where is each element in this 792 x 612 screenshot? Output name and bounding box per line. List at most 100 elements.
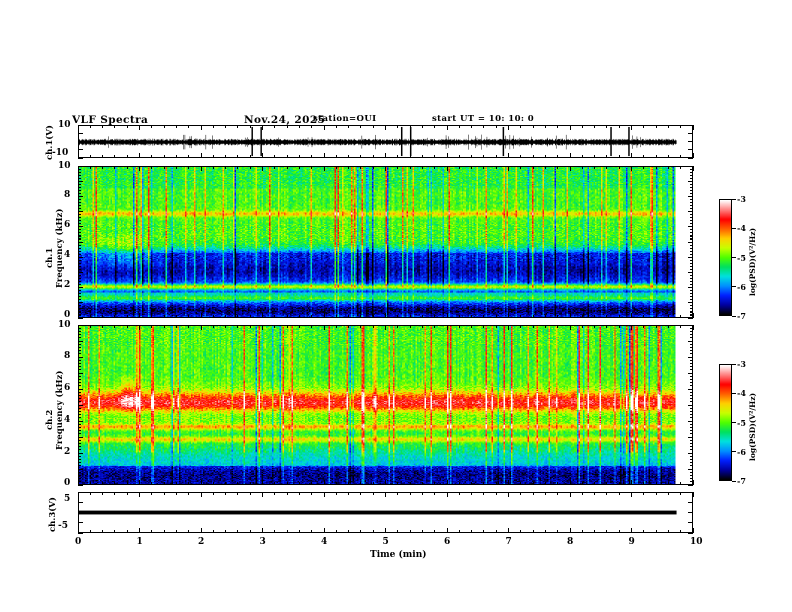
- x-minor-tick: [102, 530, 104, 533]
- x-minor-tick: [618, 155, 620, 158]
- x-minor-tick: [532, 482, 534, 485]
- x-minor-tick: [360, 530, 362, 533]
- y-minor-tick: [78, 198, 81, 201]
- x-minor-tick: [151, 492, 153, 495]
- x-minor-tick: [163, 125, 165, 128]
- y-minor-tick: [78, 346, 81, 348]
- x-minor-tick: [581, 155, 583, 158]
- x-minor-tick: [594, 530, 596, 533]
- y-major-tick: [688, 420, 693, 422]
- x-minor-tick: [126, 125, 128, 128]
- x-major-tick: [692, 528, 694, 533]
- x-minor-tick: [557, 325, 559, 328]
- x-minor-tick: [212, 325, 214, 328]
- x-major-tick: [77, 153, 79, 158]
- y-major-tick: [688, 241, 693, 243]
- x-major-tick: [139, 325, 141, 330]
- x-minor-tick: [114, 492, 116, 495]
- x-major-tick: [200, 166, 202, 171]
- colorbar-tick-label: -7: [737, 311, 746, 321]
- x-minor-tick: [458, 492, 460, 495]
- x-minor-tick: [188, 155, 190, 158]
- y-major-tick: [78, 340, 83, 342]
- x-major-tick: [631, 153, 633, 158]
- y-major-tick: [688, 522, 693, 524]
- ch2-spec-ylabel-line2: Frequency (kHz): [55, 370, 65, 450]
- x-major-tick: [323, 125, 325, 130]
- x-major-tick: [262, 313, 264, 318]
- colorbar-tick-label: -4: [737, 388, 746, 399]
- y-minor-tick: [690, 462, 693, 464]
- ch1-spec-ylabel-line2: Frequency (kHz): [55, 208, 65, 288]
- x-tick-label: 1: [136, 537, 143, 547]
- x-minor-tick: [520, 325, 522, 328]
- y-major-tick: [78, 256, 83, 258]
- x-axis-label: Time (min): [370, 550, 427, 560]
- y-minor-tick: [78, 217, 81, 219]
- y-minor-tick: [690, 290, 693, 292]
- y-minor-tick: [78, 308, 81, 310]
- x-major-tick: [139, 166, 141, 171]
- y-minor-tick: [690, 277, 693, 280]
- y-major-tick: [78, 512, 83, 514]
- x-minor-tick: [544, 155, 546, 158]
- y-major-tick: [78, 388, 83, 390]
- x-major-tick: [200, 153, 202, 158]
- x-minor-tick: [335, 492, 337, 495]
- x-minor-tick: [89, 125, 91, 128]
- x-minor-tick: [643, 315, 645, 318]
- x-minor-tick: [483, 315, 485, 318]
- x-minor-tick: [544, 492, 546, 495]
- x-minor-tick: [274, 166, 276, 169]
- x-minor-tick: [175, 482, 177, 485]
- x-minor-tick: [249, 155, 251, 158]
- x-minor-tick: [335, 166, 337, 169]
- y-minor-tick: [78, 229, 81, 231]
- x-minor-tick: [434, 492, 436, 495]
- y-major-tick: [78, 211, 83, 213]
- x-minor-tick: [532, 315, 534, 318]
- x-minor-tick: [360, 492, 362, 495]
- x-major-tick: [631, 325, 633, 330]
- y-minor-tick: [690, 430, 693, 432]
- colorbar-tick-label: -3: [737, 194, 746, 204]
- x-major-tick: [139, 153, 141, 158]
- x-major-tick: [385, 166, 387, 171]
- y-major-tick: [688, 404, 693, 406]
- x-minor-tick: [606, 325, 608, 328]
- y-major-tick: [688, 317, 693, 319]
- y-minor-tick: [78, 394, 81, 396]
- y-minor-tick: [78, 214, 81, 216]
- y-minor-tick: [690, 327, 693, 329]
- x-major-tick: [692, 166, 694, 171]
- x-minor-tick: [237, 315, 239, 318]
- x-minor-tick: [544, 166, 546, 169]
- y-major-tick: [688, 388, 693, 390]
- x-minor-tick: [163, 530, 165, 533]
- x-minor-tick: [249, 315, 251, 318]
- y-major-tick: [78, 124, 83, 126]
- y-minor-tick: [690, 281, 693, 283]
- x-minor-tick: [114, 155, 116, 158]
- x-minor-tick: [237, 155, 239, 158]
- x-minor-tick: [311, 155, 313, 158]
- x-major-tick: [77, 125, 79, 130]
- y-major-tick: [688, 211, 693, 213]
- x-minor-tick: [311, 492, 313, 495]
- observation-date: Nov.24, 2025: [244, 114, 326, 126]
- x-minor-tick: [544, 125, 546, 128]
- y-minor-tick: [690, 311, 693, 313]
- x-major-tick: [508, 528, 510, 533]
- x-minor-tick: [212, 492, 214, 495]
- ch2-spec-ytick-0: 0: [64, 478, 71, 488]
- y-minor-tick: [690, 168, 693, 170]
- y-major-tick: [688, 165, 693, 167]
- x-minor-tick: [163, 315, 165, 318]
- x-minor-tick: [335, 155, 337, 158]
- y-minor-tick: [690, 455, 693, 457]
- colorbar-tick-label: -3: [737, 359, 746, 369]
- x-minor-tick: [655, 530, 657, 533]
- x-minor-tick: [532, 492, 534, 495]
- x-major-tick: [508, 313, 510, 318]
